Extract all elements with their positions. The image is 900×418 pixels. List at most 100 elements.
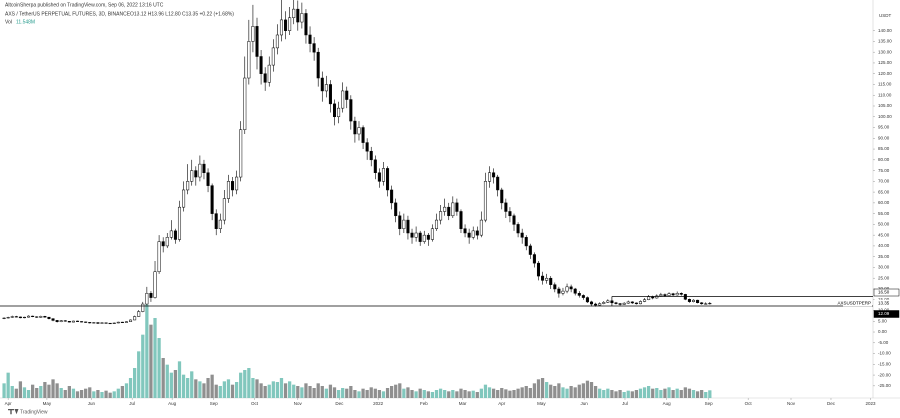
candle-body xyxy=(496,176,500,191)
volume-bar xyxy=(565,388,569,398)
volume-bar xyxy=(646,386,651,398)
symbol-label-box xyxy=(843,300,872,307)
volume-bar xyxy=(251,378,255,398)
candle-body xyxy=(622,302,626,305)
candle-body xyxy=(198,163,202,178)
candle-body xyxy=(541,275,545,281)
candle-body xyxy=(157,241,161,273)
candle-body xyxy=(475,230,479,236)
volume-bar xyxy=(528,388,532,398)
volume-bar xyxy=(190,371,194,398)
volume-bar xyxy=(149,324,153,398)
volume-bar xyxy=(263,386,267,398)
candle-body xyxy=(96,322,100,324)
candle-body xyxy=(708,303,712,305)
volume-bar xyxy=(43,382,47,398)
volume-bar xyxy=(186,378,190,398)
candle-body xyxy=(284,19,288,31)
y-tick-label: 5.00 xyxy=(878,318,887,323)
volume-bar xyxy=(532,383,537,398)
candle-body xyxy=(316,51,320,79)
candle-body xyxy=(536,262,541,277)
candle-body xyxy=(528,245,532,255)
volume-text: 11.548M xyxy=(16,19,35,25)
candle-body xyxy=(43,316,47,318)
x-tick-label: Apr xyxy=(498,401,506,406)
volume-bar xyxy=(606,388,610,398)
y-tick-label: -25.00 xyxy=(878,383,891,388)
candle-body xyxy=(598,303,602,306)
x-tick-label: 2022 xyxy=(373,401,384,406)
candle-body xyxy=(267,64,271,83)
volume-bar xyxy=(210,374,214,398)
y-tick-label: -10.00 xyxy=(878,351,891,356)
candle-body xyxy=(365,142,369,152)
volume-bar xyxy=(536,379,541,398)
y-tick-label: -20.00 xyxy=(878,372,891,377)
candle-body xyxy=(161,241,165,247)
volume-bar xyxy=(402,388,406,398)
volume-bar xyxy=(353,390,357,398)
volume-bar xyxy=(598,388,602,398)
candle-body xyxy=(108,322,112,325)
y-tick-label: 85.00 xyxy=(878,146,890,151)
volume-bar xyxy=(414,391,418,398)
volume-bar xyxy=(447,391,451,398)
volume-bar xyxy=(22,387,27,398)
y-tick-label: 65.00 xyxy=(878,189,890,194)
last-price-label: 13.35 xyxy=(878,300,890,305)
candle-body xyxy=(463,228,467,234)
candle-body xyxy=(659,294,663,297)
volume-bar xyxy=(47,384,51,398)
volume-bar xyxy=(124,383,129,398)
y-tick-label: 30.00 xyxy=(878,265,890,270)
candle-body xyxy=(606,300,610,303)
y-tick-label: 125.00 xyxy=(878,60,892,65)
volume-bar xyxy=(6,372,10,398)
volume-bar xyxy=(153,318,157,398)
volume-bar xyxy=(581,383,585,398)
volume-bar xyxy=(618,390,622,398)
candle-body xyxy=(116,321,120,324)
volume-bar xyxy=(259,383,263,398)
volume-bar xyxy=(177,361,182,398)
volume-bar xyxy=(324,388,328,398)
candle-body xyxy=(190,170,194,182)
candle-body xyxy=(51,318,55,321)
volume-bar xyxy=(389,386,394,398)
volume-bar xyxy=(589,382,594,398)
volume-bar xyxy=(198,381,202,398)
volume-bar xyxy=(520,387,524,398)
volume-bar xyxy=(349,386,353,398)
candle-body xyxy=(80,321,84,323)
candle-body xyxy=(602,302,606,304)
volume-bar xyxy=(451,390,455,398)
candle-body xyxy=(671,293,675,296)
chart-title: AltcoinSherpa published on TradingView.c… xyxy=(5,2,164,8)
y-tick-label: 15.00 xyxy=(878,297,890,302)
volume-bar xyxy=(222,381,227,398)
candle-body xyxy=(577,293,581,296)
y-tick-label: 50.00 xyxy=(878,222,890,227)
y-tick-label: 20.00 xyxy=(878,286,890,291)
candle-body xyxy=(129,319,133,322)
candle-body xyxy=(398,215,402,229)
y-tick-label: 70.00 xyxy=(878,179,890,184)
price-label-box xyxy=(874,299,899,307)
volume-bar xyxy=(67,386,71,398)
volume-bar xyxy=(675,388,679,398)
volume-bar xyxy=(92,391,96,398)
volume-bar xyxy=(663,388,667,398)
candle-body xyxy=(369,150,373,161)
candle-body xyxy=(638,301,642,305)
candle-body xyxy=(39,316,43,318)
x-tick-label: Aug xyxy=(168,401,177,406)
candle-body xyxy=(259,56,263,74)
volume-bar xyxy=(410,390,414,398)
volume-bar xyxy=(430,392,435,398)
volume-bar xyxy=(638,388,643,398)
candle-body xyxy=(422,234,426,242)
chart-subtitle: AXS / TetherUS PERPETUAL FUTURES, 3D, BI… xyxy=(5,11,131,17)
